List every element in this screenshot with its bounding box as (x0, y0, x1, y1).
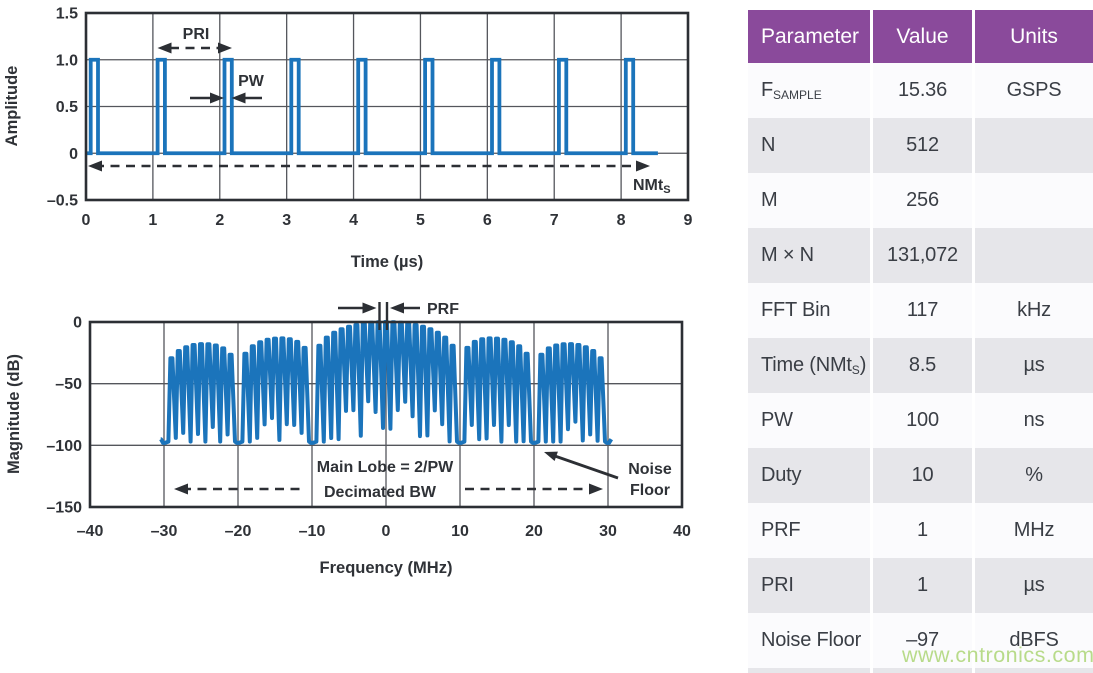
svg-text:Floor: Floor (630, 482, 670, 499)
svg-text:7: 7 (550, 212, 559, 229)
value-cell: 100 (873, 393, 972, 448)
units-cell: µs (975, 558, 1093, 613)
units-cell: ns (975, 393, 1093, 448)
svg-text:30: 30 (599, 523, 617, 540)
param-cell: Noise Floor (748, 613, 870, 668)
svg-text:PW: PW (238, 73, 265, 90)
value-cell: –97 (873, 613, 972, 668)
param-cell: M (748, 173, 870, 228)
svg-text:PRI: PRI (183, 26, 210, 43)
svg-text:Main Lobe = 2/PW: Main Lobe = 2/PW (317, 459, 454, 476)
parameter-table: Parameter Value Units F SAMPLE 15.36 GSPS N 5… (748, 10, 1093, 673)
col-header-units: Units (975, 10, 1093, 63)
value-cell: 1 (873, 503, 972, 558)
noise-floor-annotation: Noise Floor (544, 451, 672, 499)
svg-text:40: 40 (673, 523, 691, 540)
param-cell: M × N (748, 228, 870, 283)
svg-text:9: 9 (684, 212, 693, 229)
param-cell: N (748, 118, 870, 173)
svg-text:–40: –40 (77, 523, 104, 540)
prf-annotation: PRF (338, 301, 459, 330)
svg-text:2: 2 (215, 212, 224, 229)
svg-text:0: 0 (73, 315, 82, 332)
col-header-value: Value (873, 10, 972, 63)
units-cell: µs (975, 338, 1093, 393)
svg-text:PRF: PRF (427, 301, 459, 318)
units-cell: GSPS (975, 63, 1093, 118)
param-cell: F SAMPLE (748, 63, 870, 118)
svg-text:1.5: 1.5 (56, 6, 78, 23)
units-cell (975, 118, 1093, 173)
plot-frame (84, 11, 690, 202)
value-cell: 256 (873, 173, 972, 228)
svg-text:4: 4 (349, 212, 358, 229)
value-cell: 8.5 (873, 338, 972, 393)
grid (86, 13, 688, 200)
param-cell: PW (748, 393, 870, 448)
value-cell: 117 (873, 283, 972, 338)
value-cell: 10 (873, 448, 972, 503)
partial-row-cell (975, 668, 1093, 673)
value-cell: 1 (873, 558, 972, 613)
units-cell (975, 173, 1093, 228)
svg-text:10: 10 (451, 523, 469, 540)
partial-row-cell (873, 668, 972, 673)
svg-text:20: 20 (525, 523, 543, 540)
svg-text:–30: –30 (151, 523, 178, 540)
value-cell: 15.36 (873, 63, 972, 118)
svg-text:3: 3 (282, 212, 291, 229)
param-cell: PRF (748, 503, 870, 558)
y-axis-label: Amplitude (3, 66, 21, 147)
x-axis-label: Frequency (MHz) (320, 559, 453, 577)
nmts-annotation: NMtS (88, 160, 671, 196)
svg-text:–150: –150 (46, 500, 82, 517)
pri-annotation: PRI (157, 26, 232, 54)
svg-text:5: 5 (416, 212, 425, 229)
svg-text:1: 1 (148, 212, 157, 229)
svg-text:Decimated BW: Decimated BW (324, 484, 437, 501)
param-cell: Duty (748, 448, 870, 503)
main-lobe-annotation: Main Lobe = 2/PW Decimated BW (174, 459, 603, 501)
param-cell: Time (NMt S) (748, 338, 870, 393)
svg-text:–0.5: –0.5 (47, 193, 78, 210)
units-cell: kHz (975, 283, 1093, 338)
units-cell: dBFS (975, 613, 1093, 668)
spectrum-chart: –40 –30 –20 –10 0 10 20 30 400–50–100–150Frequen… (5, 301, 691, 577)
svg-text:6: 6 (483, 212, 492, 229)
svg-text:8: 8 (617, 212, 626, 229)
col-header-parameter: Parameter (748, 10, 870, 63)
param-cell: PRI (748, 558, 870, 613)
y-axis-label: Magnitude (dB) (5, 354, 23, 474)
pulse-train-waveform (86, 57, 658, 156)
svg-text:0: 0 (82, 212, 91, 229)
svg-text:Noise: Noise (628, 461, 672, 478)
value-cell: 512 (873, 118, 972, 173)
svg-text:–100: –100 (46, 438, 82, 455)
svg-text:–20: –20 (225, 523, 252, 540)
svg-text:0: 0 (69, 146, 78, 163)
pw-annotation: PW (190, 73, 265, 104)
units-cell: % (975, 448, 1093, 503)
partial-row-cell (748, 668, 870, 673)
svg-text:–50: –50 (55, 376, 82, 393)
units-cell (975, 228, 1093, 283)
value-cell: 131,072 (873, 228, 972, 283)
units-cell: MHz (975, 503, 1093, 558)
svg-text:0: 0 (382, 523, 391, 540)
svg-text:–10: –10 (299, 523, 326, 540)
svg-text:1.0: 1.0 (56, 52, 78, 69)
x-axis-label: Time (µs) (351, 253, 423, 271)
param-cell: FFT Bin (748, 283, 870, 338)
svg-text:NMtS: NMtS (633, 177, 671, 196)
watermark: www.cntronics.com (902, 643, 1093, 667)
svg-text:0.5: 0.5 (56, 99, 78, 116)
